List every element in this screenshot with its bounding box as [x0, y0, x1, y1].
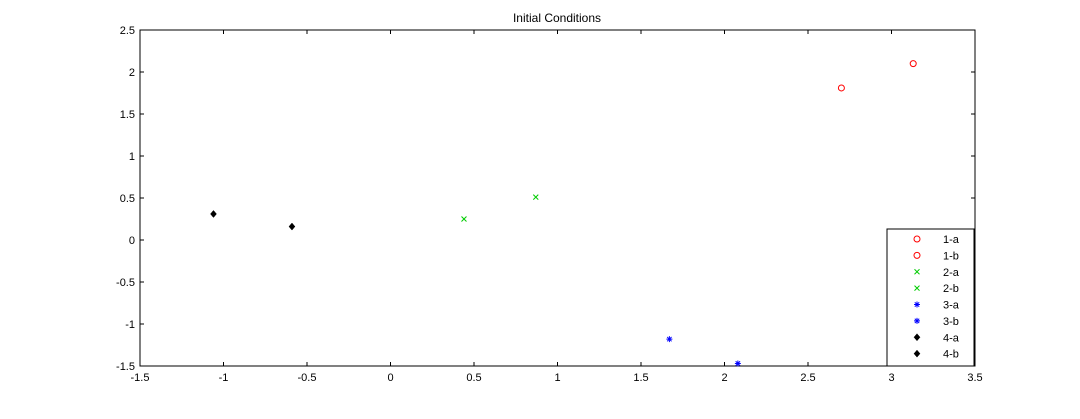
data-point-2-b [532, 194, 539, 201]
data-points [210, 60, 917, 367]
x-tick-label: -1.5 [131, 372, 150, 384]
data-point-2-a [461, 216, 467, 222]
legend-marker-3-a [914, 301, 920, 308]
x-tick-label: -1 [219, 372, 229, 384]
legend-label: 3-b [943, 316, 959, 328]
legend: 1-a 1-b 2-a 2-b 3-a 3-b 4-a 4-b [886, 228, 975, 367]
data-point-3-b [734, 360, 741, 367]
x-tick-label: 3 [888, 372, 894, 384]
x-tick-label: 0.5 [466, 372, 481, 384]
x-tick-label: 3.5 [967, 372, 982, 384]
legend-label: 1-b [943, 250, 959, 262]
legend-marker-4-a [913, 333, 921, 342]
legend-marker-2-b [914, 285, 920, 291]
x-tick-label: 2.5 [800, 372, 815, 384]
y-tick-label: -0.5 [116, 277, 135, 289]
data-point-4-b [288, 222, 296, 231]
legend-label: 2-a [943, 267, 960, 279]
data-point-4-a [210, 210, 217, 218]
legend-label: 4-b [943, 349, 959, 361]
x-tick-label: 1.5 [633, 372, 648, 384]
y-tick-label: 2.5 [120, 25, 135, 37]
chart-title: Initial Conditions [513, 11, 601, 25]
x-tick-label: 0 [387, 372, 393, 384]
legend-marker-1-a [913, 235, 921, 243]
legend-marker-3-b [914, 317, 920, 324]
y-tick-label: 1 [129, 151, 135, 163]
y-tick-label: 0.5 [120, 193, 135, 205]
y-tick-label: 2 [129, 67, 135, 79]
legend-marker-1-b [913, 251, 921, 259]
legend-label: 4-a [943, 332, 960, 344]
legend-box [886, 228, 975, 367]
legend-label: 2-b [943, 283, 959, 295]
legend-marker-4-b [913, 349, 921, 358]
x-tick-label: -0.5 [298, 372, 317, 384]
y-tick-label: 0 [129, 235, 135, 247]
data-point-1-b [909, 60, 917, 68]
x-tick-label: 2 [721, 372, 727, 384]
data-point-3-a [666, 336, 673, 343]
axes: -1.5 -1 -0.5 0 0.5 1 1.5 2 2.5 3 3.5 2.5 2 1.5 1 0.5 0 -0… [116, 25, 983, 384]
legend-label: 1-a [943, 234, 960, 246]
y-tick-label: -1.5 [116, 361, 135, 373]
legend-marker-2-a [914, 268, 920, 275]
y-tick-label: -1 [125, 319, 135, 331]
legend-label: 3-a [943, 300, 960, 312]
x-tick-label: 1 [554, 372, 560, 384]
data-point-1-a [837, 84, 845, 92]
y-tick-label: 1.5 [120, 109, 135, 121]
